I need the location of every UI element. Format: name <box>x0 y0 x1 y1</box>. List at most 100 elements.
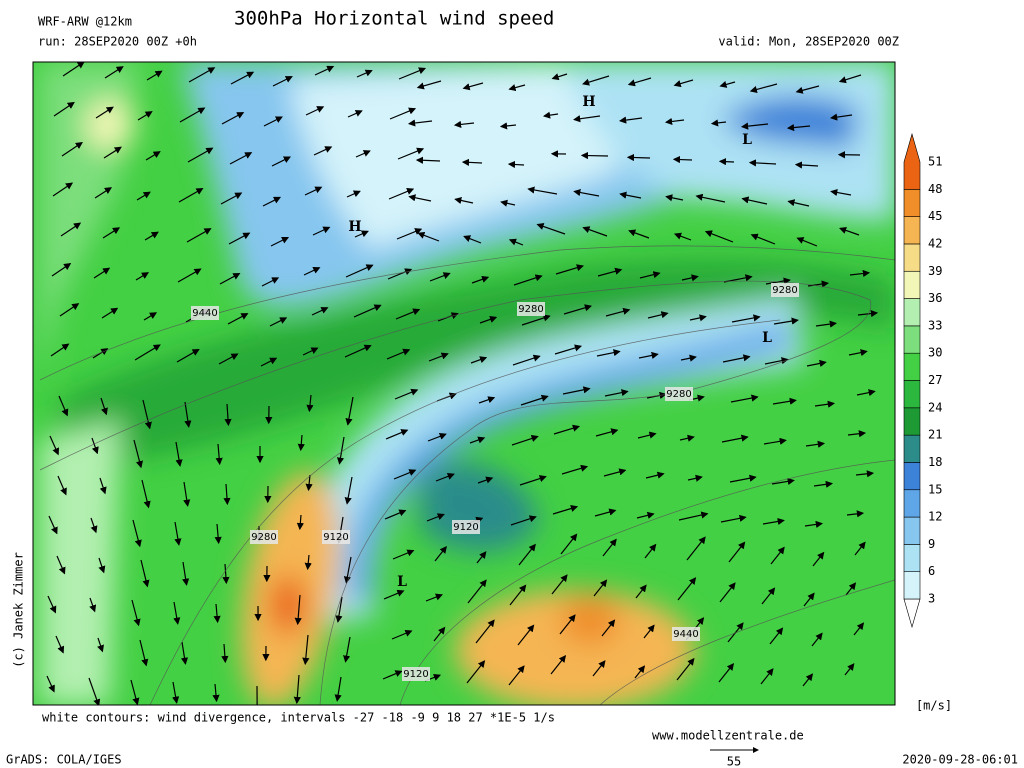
wind-arrow <box>391 629 413 640</box>
wind-arrow <box>806 359 827 367</box>
wind-arrow <box>302 347 319 356</box>
wind-arrow <box>854 541 866 556</box>
wind-arrow <box>260 357 278 367</box>
wind-arrow <box>426 513 445 522</box>
wind-arrow <box>417 231 440 242</box>
wind-arrow <box>395 308 421 320</box>
wind-arrow <box>311 307 329 316</box>
wind-arrow <box>453 120 475 129</box>
wind-arrow <box>346 190 361 198</box>
timestamp: 2020-09-28-06:01 <box>902 753 1018 767</box>
wind-arrow <box>143 312 158 321</box>
wind-arrow <box>132 519 142 548</box>
wind-arrow <box>804 520 824 528</box>
wind-arrow <box>479 315 498 324</box>
wind-arrow <box>748 159 777 167</box>
wind-arrow <box>679 434 695 442</box>
wind-arrow <box>686 536 706 561</box>
contour-label-box <box>250 530 278 544</box>
wind-arrow <box>772 397 797 405</box>
wind-arrow <box>762 517 785 526</box>
wind-arrow <box>672 155 693 164</box>
wind-arrow <box>845 582 857 596</box>
wind-arrow <box>179 107 206 123</box>
wind-arrow <box>336 436 345 465</box>
valid-label: valid: Mon, 28SEP2020 00Z <box>718 35 899 49</box>
wind-arrow <box>507 160 525 169</box>
wind-arrow <box>508 84 526 92</box>
wind-arrow <box>664 117 685 126</box>
wind-arrow <box>428 352 449 362</box>
wind-arrow <box>740 122 769 130</box>
colorbar-tick-label: 51 <box>928 155 942 169</box>
wind-arrow <box>476 551 487 564</box>
wind-arrow <box>91 437 99 455</box>
wind-arrow <box>51 263 72 277</box>
wind-arrow <box>554 344 582 355</box>
wind-arrow <box>518 543 536 566</box>
colorbar-tick-label: 18 <box>928 455 942 469</box>
colorbar-tick-label: 48 <box>928 182 942 196</box>
wind-arrow <box>741 196 768 205</box>
wind-arrow <box>61 142 83 157</box>
wind-arrow <box>272 76 293 87</box>
wind-arrow <box>183 481 191 507</box>
wind-arrow <box>141 479 151 509</box>
wind-arrow <box>552 505 579 515</box>
wind-arrow <box>500 199 516 207</box>
wind-arrow <box>47 595 57 614</box>
contour-label-box <box>402 667 430 681</box>
wind-arrow <box>429 272 451 282</box>
wind-arrow <box>580 151 609 160</box>
wind-arrow <box>769 627 784 645</box>
wind-arrow <box>176 348 200 363</box>
wind-arrow <box>345 396 354 426</box>
reference-vector-label: 55 <box>727 755 741 768</box>
wind-arrow <box>177 268 202 283</box>
wind-arrow <box>130 679 140 705</box>
wind-arrow <box>343 556 352 584</box>
wind-arrow <box>619 191 642 199</box>
wind-arrow <box>463 235 482 244</box>
wind-arrow <box>221 112 245 125</box>
wind-arrow <box>787 199 810 207</box>
wind-arrow <box>830 113 853 121</box>
wind-arrow <box>807 280 829 288</box>
colorbar-tick-label: 45 <box>928 209 942 223</box>
wind-arrow <box>466 660 486 684</box>
wind-arrow <box>293 674 301 705</box>
contour-label: 9120 <box>323 532 348 543</box>
wind-field <box>40 62 895 705</box>
wind-arrow <box>644 543 657 559</box>
wind-arrow <box>354 230 369 238</box>
colorbar-swatch <box>903 516 921 545</box>
wind-arrow <box>680 354 697 362</box>
wind-arrow <box>676 657 695 681</box>
wind-arrow <box>145 151 161 161</box>
wind-arrow <box>593 579 608 597</box>
colorbar-swatch <box>903 571 921 600</box>
colorbar-swatch <box>903 544 921 572</box>
wind-arrow <box>720 514 747 523</box>
colorbar-tick-label: 15 <box>928 482 942 496</box>
wind-arrow <box>355 150 371 158</box>
wind-arrow <box>812 551 825 567</box>
wind-arrow <box>527 186 558 195</box>
wind-arrow <box>224 403 232 427</box>
colorbar-swatch <box>903 462 921 491</box>
wind-arrow <box>811 632 823 647</box>
wind-arrow <box>347 110 363 118</box>
wind-arrow <box>849 269 871 278</box>
wind-arrow <box>749 83 778 93</box>
wind-arrow <box>561 464 589 475</box>
wind-arrow <box>553 424 581 435</box>
wind-arrow <box>89 597 97 613</box>
wind-arrow <box>215 443 223 466</box>
wind-arrow <box>425 593 443 602</box>
wind-arrow <box>560 533 578 555</box>
wind-arrow <box>512 354 541 366</box>
colorbar-tick-label: 9 <box>928 537 935 551</box>
wind-arrow <box>305 106 325 116</box>
wind-arrow <box>386 348 411 360</box>
